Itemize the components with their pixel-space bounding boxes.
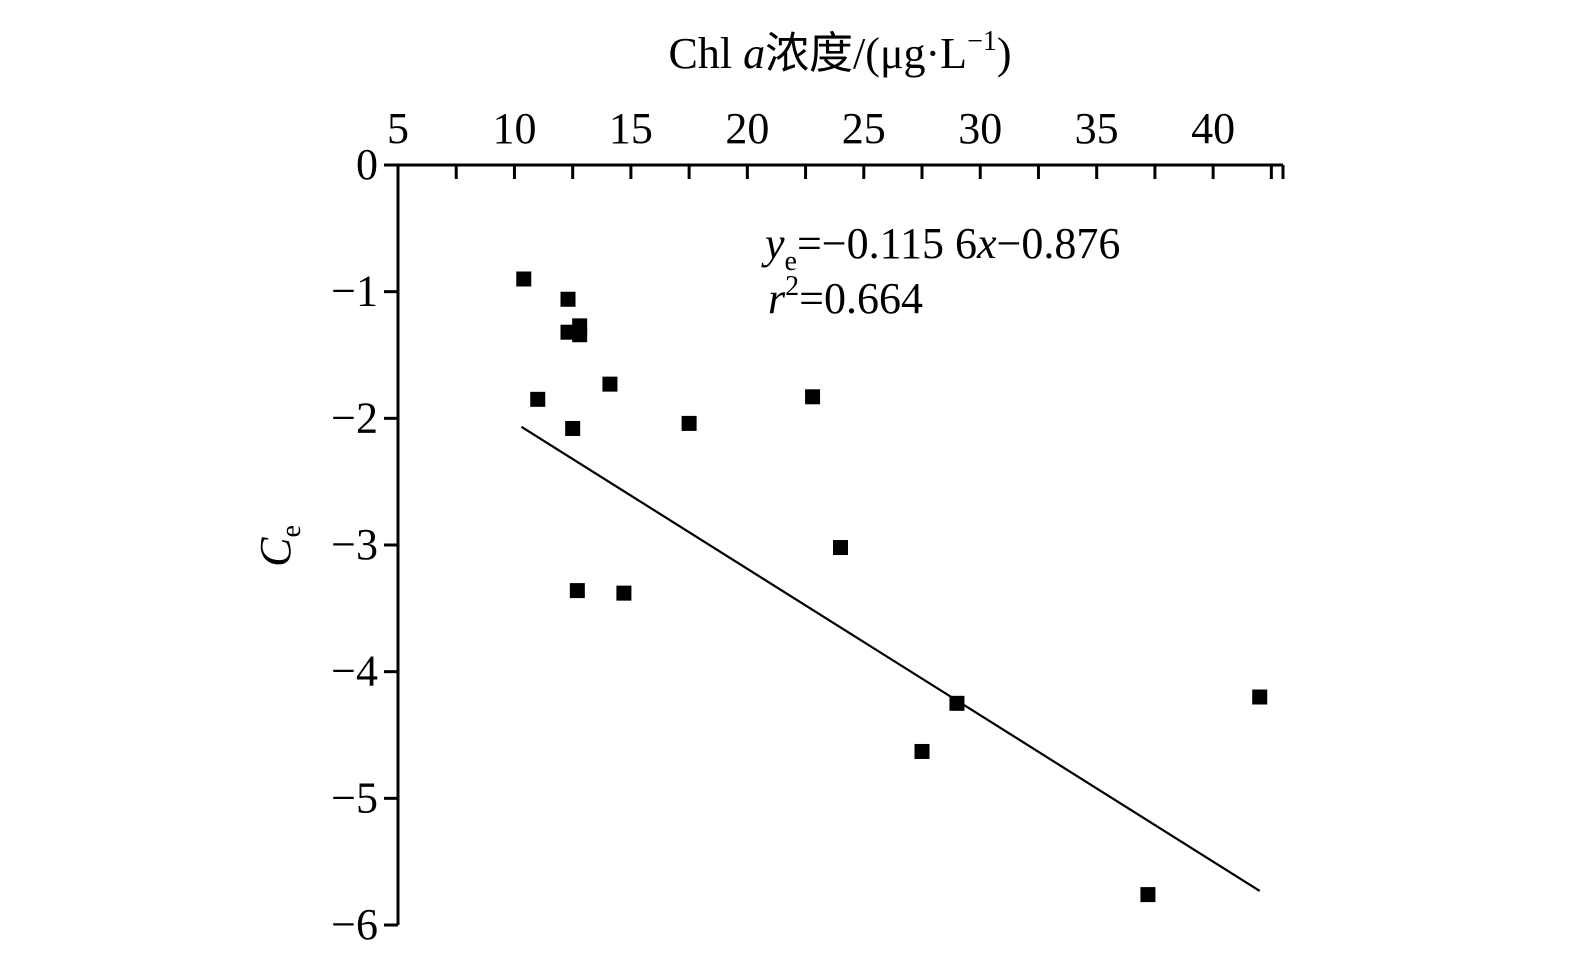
x-tick-label: 40 bbox=[1191, 104, 1235, 153]
data-point bbox=[949, 695, 965, 711]
x-tick-label: 35 bbox=[1075, 104, 1119, 153]
data-point bbox=[1252, 689, 1268, 705]
data-point bbox=[833, 540, 848, 556]
data-point bbox=[914, 743, 930, 759]
data-point bbox=[569, 583, 585, 599]
y-tick-label: −1 bbox=[331, 267, 378, 316]
y-axis-label: Ce bbox=[251, 525, 307, 567]
y-axis-ticks: 0 −1 −2 −3 −4 −5 −6 bbox=[331, 140, 398, 949]
x-tick-label: 15 bbox=[609, 104, 653, 153]
regression-equation: ye=−0.115 6x−0.876 bbox=[761, 219, 1120, 277]
data-point bbox=[805, 389, 821, 405]
data-point bbox=[560, 324, 576, 340]
y-tick-label: 0 bbox=[356, 140, 378, 189]
data-point bbox=[1140, 887, 1156, 903]
r-squared: r2=0.664 bbox=[768, 271, 923, 323]
data-point bbox=[616, 585, 632, 601]
y-tick-label: −4 bbox=[331, 647, 378, 696]
data-point bbox=[565, 420, 581, 436]
x-tick-label: 25 bbox=[842, 104, 886, 153]
svg-text:Ce: Ce bbox=[251, 525, 307, 567]
regression-line bbox=[520, 425, 1261, 892]
x-tick-label: 30 bbox=[958, 104, 1002, 153]
data-point bbox=[560, 291, 576, 307]
data-point bbox=[572, 327, 588, 343]
data-point bbox=[602, 376, 618, 392]
y-tick-label: −6 bbox=[331, 900, 378, 949]
data-points bbox=[516, 271, 1268, 903]
data-point bbox=[516, 271, 532, 287]
x-tick-label: 10 bbox=[492, 104, 536, 153]
y-tick-label: −5 bbox=[331, 773, 378, 822]
data-point bbox=[530, 391, 546, 407]
data-point bbox=[681, 415, 697, 431]
x-axis-label: Chl a浓度/(μg·L−1) bbox=[668, 26, 1011, 78]
x-tick-label: 20 bbox=[725, 104, 769, 153]
x-tick-label: 5 bbox=[387, 104, 409, 153]
x-axis-ticks: 5 10 15 20 25 30 35 40 bbox=[387, 104, 1285, 179]
y-tick-label: −2 bbox=[331, 393, 378, 442]
y-tick-label: −3 bbox=[331, 520, 378, 569]
